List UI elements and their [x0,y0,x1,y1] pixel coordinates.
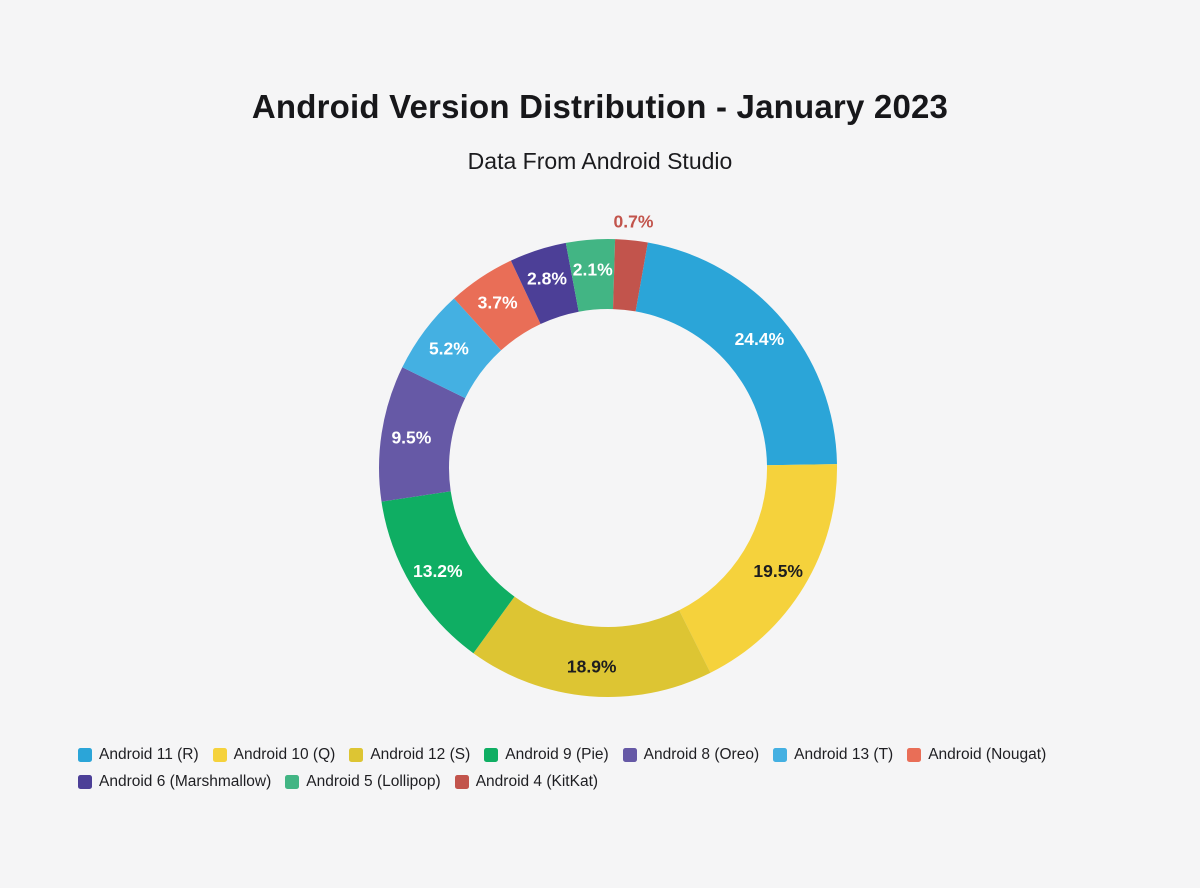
legend-swatch-android-nougat [907,748,922,762]
slice-value-label-android-5-lollipop: 2.1% [573,260,613,280]
donut-slice-android-6-marshmallow [510,242,579,324]
legend-label-android-13-t: Android 13 (T) [794,746,894,763]
legend-swatch-android-12-s [349,748,364,762]
legend-swatch-android-11-r [78,748,92,762]
legend-item-android-11-r: Android 11 (R) [78,746,199,764]
legend-swatch-android-4-kitkat [454,775,469,789]
slice-value-label-android-9-pie: 13.2% [413,561,463,581]
slice-value-label-android-12-s: 18.9% [567,656,617,676]
legend-label-android-9-pie: Android 9 (Pie) [505,746,609,763]
donut-slice-android-5-lollipop [565,238,616,312]
legend-item-android-nougat: Android (Nougat) [907,746,1046,764]
legend-item-android-10-q: Android 10 (Q) [212,746,336,764]
legend-label-android-5-lollipop: Android 5 (Lollipop) [306,773,441,790]
chart-subtitle: Data From Android Studio [467,148,733,174]
slice-value-label-android-4-kitkat: 0.7% [614,211,654,231]
legend-swatch-android-13-t [773,748,788,762]
legend-swatch-android-6-marshmallow [78,775,92,789]
donut-slice-android-nougat [454,260,541,351]
legend-item-android-5-lollipop: Android 5 (Lollipop) [285,773,441,791]
donut-slice-android-13-t [402,298,502,399]
legend-item-android-4-kitkat: Android 4 (KitKat) [454,773,599,791]
slice-value-label-android-10-q: 19.5% [753,561,803,581]
legend-label-android-6-marshmallow: Android 6 (Marshmallow) [99,773,272,790]
legend-label-android-11-r: Android 11 (R) [99,746,199,763]
donut-chart: 24.4% 19.5% 18.9% 13.2% 9.5% 5.2% 3.7% 2.8% 2.1%… [338,198,878,738]
legend-label-android-8-oreo: Android 8 (Oreo) [643,746,760,763]
legend-label-android-12-s: Android 12 (S) [370,746,471,763]
legend-label-android-10-q: Android 10 (Q) [233,746,336,763]
chart-title: Android Version Distribution - January 2… [251,88,949,125]
slice-value-label-android-13-t: 5.2% [429,339,469,359]
legend-swatch-android-8-oreo [622,748,637,762]
legend-item-android-6-marshmallow: Android 6 (Marshmallow) [78,773,271,791]
slice-value-label-android-6-marshmallow: 2.8% [527,269,567,289]
legend-item-android-8-oreo: Android 8 (Oreo) [622,746,760,764]
donut-slice-android-12-s [473,596,711,697]
slice-value-label-android-11-r: 24.4% [735,329,785,349]
donut-slice-android-10-q [679,464,838,673]
donut-slice-android-8-oreo [379,367,466,502]
legend-label-android-4-kitkat: Android 4 (KitKat) [475,773,599,790]
donut-chart-svg: 24.4% 19.5% 18.9% 13.2% 9.5% 5.2% 3.7% 2.8% 2.1%… [379,211,838,697]
legend-item-android-12-s: Android 12 (S) [349,746,470,764]
legend-item-android-13-t: Android 13 (T) [773,746,893,764]
chart-legend: Android 11 (R) Android 10 (Q) Android 12 (… [78,746,1118,791]
donut-slice-android-4-kitkat [613,239,648,312]
legend-swatch-android-5-lollipop [285,775,300,789]
donut-slice-android-11-r [635,242,837,466]
slice-value-label-android-8-oreo: 9.5% [391,428,431,448]
legend-item-android-9-pie: Android 9 (Pie) [484,746,609,764]
legend-label-android-nougat: Android (Nougat) [928,746,1047,763]
legend-swatch-android-9-pie [484,748,499,762]
slice-value-label-android-nougat: 3.7% [478,292,518,312]
donut-slice-android-9-pie [381,491,515,654]
legend-swatch-android-10-q [212,748,227,762]
